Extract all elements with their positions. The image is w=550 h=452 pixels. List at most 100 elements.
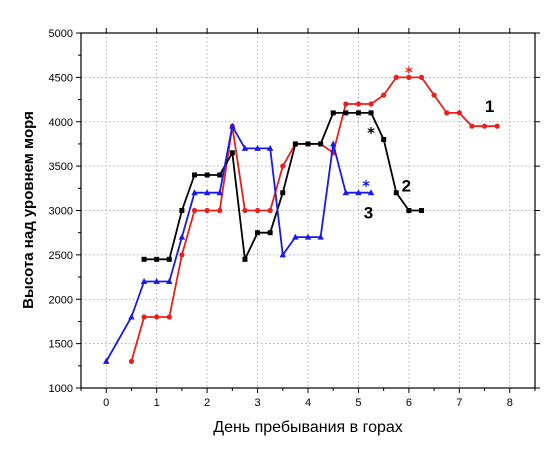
- data-point: [166, 314, 172, 320]
- y-tick-label: 3500: [49, 161, 73, 173]
- data-point: [229, 122, 236, 129]
- series-2: [141, 110, 424, 262]
- data-point: [255, 230, 261, 236]
- data-point: [266, 144, 274, 151]
- data-point: [494, 123, 500, 129]
- data-point: [317, 233, 324, 240]
- data-point: [154, 314, 160, 320]
- data-point: [241, 144, 249, 151]
- y-tick-label: 5000: [49, 28, 73, 40]
- data-point: [292, 233, 299, 240]
- data-point: [267, 230, 273, 236]
- data-point: [204, 207, 210, 214]
- x-tick-label: 8: [507, 397, 513, 409]
- data-point: [367, 189, 375, 196]
- data-point: [406, 74, 412, 80]
- data-point: [128, 358, 135, 364]
- data-point: [140, 278, 148, 284]
- y-tick-label: 1500: [49, 339, 73, 351]
- x-tick-label: 5: [355, 397, 361, 409]
- plot-background: [81, 33, 535, 388]
- data-point: [355, 189, 362, 196]
- data-point: [280, 190, 286, 196]
- data-point: [103, 357, 110, 364]
- data-point: [141, 314, 147, 320]
- data-point: [342, 189, 350, 196]
- data-point: [191, 189, 198, 196]
- data-point: [153, 278, 160, 284]
- asterisk-marker: *: [362, 177, 370, 195]
- data-point: [393, 190, 399, 196]
- data-point: [280, 163, 286, 169]
- data-point: [481, 123, 488, 129]
- data-point: [166, 278, 173, 284]
- x-tick-label: 7: [456, 397, 462, 409]
- data-point: [444, 110, 450, 116]
- data-point: [254, 207, 261, 214]
- data-point: [406, 208, 412, 213]
- data-point: [292, 141, 298, 147]
- y-tick-label: 1000: [49, 383, 73, 395]
- data-point: [242, 207, 248, 214]
- data-point: [355, 101, 362, 107]
- data-point: [393, 74, 399, 80]
- data-point: [203, 189, 211, 196]
- x-tick-label: 1: [154, 397, 160, 409]
- data-point: [141, 256, 147, 262]
- data-point: [242, 256, 248, 262]
- y-tick-label: 3000: [49, 206, 73, 218]
- series-number-label: 2: [402, 177, 411, 196]
- asterisk-marker: *: [367, 124, 375, 142]
- series-number-label: 3: [364, 203, 373, 222]
- asterisk-marker: *: [405, 64, 413, 82]
- data-point: [178, 233, 186, 240]
- annotations: * * * 1 2 3: [362, 64, 494, 223]
- x-tick-label: 6: [406, 397, 412, 409]
- x-tick-label: 3: [254, 397, 260, 409]
- x-tick-label: 4: [305, 397, 311, 409]
- data-point: [179, 252, 185, 258]
- data-point: [229, 150, 235, 156]
- y-tick-label: 4000: [49, 117, 73, 129]
- axis-ticks: 0 1 2 3 4 5 6 7 8 1000 1500 2000 2500 3000 3500 4000 450…: [49, 28, 540, 409]
- data-point: [166, 256, 172, 262]
- data-point: [318, 141, 324, 147]
- series-3: [103, 122, 375, 364]
- data-point: [128, 313, 135, 320]
- data-point: [279, 251, 286, 258]
- data-point: [267, 207, 273, 214]
- data-point: [343, 101, 349, 107]
- data-point: [381, 137, 387, 142]
- data-point: [418, 74, 425, 80]
- data-point: [179, 208, 185, 213]
- series-number-label: 1: [485, 97, 494, 116]
- data-point: [216, 189, 223, 196]
- data-point: [355, 110, 361, 116]
- y-tick-label: 4500: [49, 72, 73, 84]
- data-point: [419, 208, 424, 213]
- data-point: [368, 101, 374, 107]
- data-point: [304, 233, 312, 240]
- x-axis-title: День пребывания в горах: [213, 419, 403, 436]
- data-point: [305, 141, 311, 147]
- data-point: [204, 172, 210, 178]
- data-point: [192, 172, 197, 178]
- y-tick-label: 2500: [49, 250, 73, 262]
- data-point: [381, 92, 387, 98]
- data-point: [469, 123, 475, 129]
- series-layer: [103, 74, 500, 364]
- data-point: [456, 110, 462, 116]
- x-tick-label: 2: [204, 397, 210, 409]
- data-point: [343, 110, 349, 116]
- data-point: [217, 172, 223, 178]
- data-point: [191, 207, 198, 214]
- data-point: [368, 110, 374, 116]
- y-axis-title: Высота над уровнем моря: [20, 111, 37, 309]
- data-point: [217, 207, 223, 214]
- data-point: [330, 140, 337, 147]
- data-point: [254, 144, 261, 151]
- x-tick-label: 0: [103, 397, 109, 409]
- y-tick-label: 2000: [49, 294, 73, 306]
- data-point: [330, 110, 336, 116]
